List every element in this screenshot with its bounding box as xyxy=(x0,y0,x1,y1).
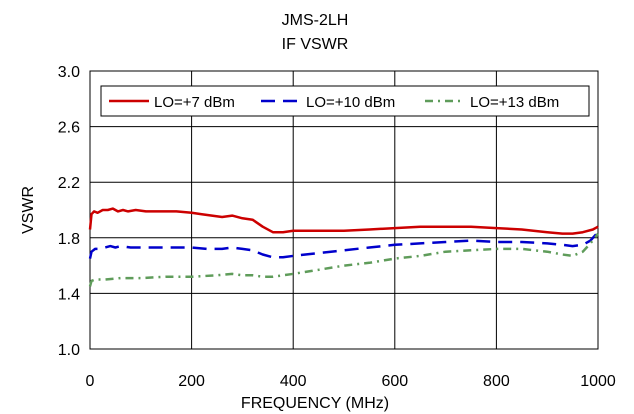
legend: LO=+7 dBm LO=+10 dBm LO=+13 dBm xyxy=(100,85,590,117)
series-line-2 xyxy=(88,231,599,259)
legend-label-3: LO=+13 dBm xyxy=(470,94,559,111)
x-tick-label: 1000 xyxy=(580,373,616,390)
y-tick-label: 1.8 xyxy=(58,231,80,248)
x-tick-labels: 0 200 400 600 800 1000 xyxy=(86,373,616,390)
series-line-1 xyxy=(88,207,599,235)
x-tick-label: 400 xyxy=(280,373,307,390)
x-axis-label: FREQUENCY (MHz) xyxy=(241,395,389,412)
x-tick-label: 0 xyxy=(86,373,95,390)
plot-area-border xyxy=(89,70,599,350)
chart-title: JMS-2LH xyxy=(282,12,349,29)
series-lines xyxy=(88,207,599,287)
y-tick-label: 2.2 xyxy=(58,175,80,192)
legend-label-2: LO=+10 dBm xyxy=(306,94,395,111)
legend-label-1: LO=+7 dBm xyxy=(154,94,235,111)
legend-box xyxy=(100,85,590,117)
y-tick-labels: 1.0 1.4 1.8 2.2 2.6 3.0 xyxy=(58,64,80,359)
y-tick-label: 1.0 xyxy=(58,342,80,359)
series-line-3 xyxy=(88,232,599,287)
y-tick-label: 3.0 xyxy=(58,64,80,81)
x-tick-label: 600 xyxy=(381,373,408,390)
x-tick-label: 200 xyxy=(178,373,205,390)
y-tick-label: 1.4 xyxy=(58,286,80,303)
y-axis-label: VSWR xyxy=(20,186,37,234)
y-tick-label: 2.6 xyxy=(58,120,80,137)
chart-subtitle: IF VSWR xyxy=(282,36,349,53)
x-tick-label: 800 xyxy=(483,373,510,390)
